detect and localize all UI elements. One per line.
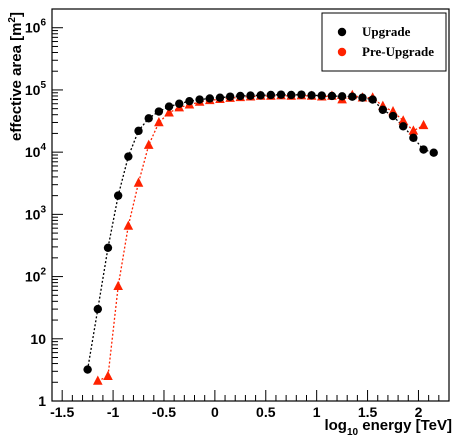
data-point-pre-upgrade (113, 280, 123, 291)
data-point-upgrade (327, 91, 337, 101)
y-axis-title-superscript: 2 (7, 17, 18, 23)
data-point-upgrade (93, 304, 103, 314)
x-tick-label: -1.5 (50, 404, 74, 420)
y-axis-title-rest: ] (8, 12, 25, 17)
data-point-upgrade (358, 93, 367, 102)
series-line-pre-upgrade (97, 94, 424, 382)
y-tick-label-exponent: 4 (40, 142, 46, 153)
data-point-pre-upgrade (123, 220, 134, 230)
x-tick-label: 1.5 (358, 404, 378, 420)
data-point-pre-upgrade (143, 139, 154, 149)
y-tick-label-base: 10 (25, 20, 41, 36)
data-point-pre-upgrade (103, 370, 113, 381)
data-point-upgrade (205, 94, 214, 103)
data-point-upgrade (378, 105, 388, 114)
data-point-upgrade (266, 90, 276, 100)
y-tick-label-exponent: 6 (40, 18, 46, 29)
x-axis-title-subscript: 10 (347, 427, 359, 438)
data-point-pre-upgrade (398, 115, 408, 125)
legend-upgrade-marker (337, 27, 347, 37)
data-point-pre-upgrade (154, 116, 164, 127)
data-point-upgrade (103, 243, 113, 253)
data-point-pre-upgrade (408, 125, 419, 135)
data-point-upgrade (256, 91, 265, 100)
y-tick-label-base: 10 (25, 206, 41, 222)
y-tick-label: 103 (25, 204, 47, 222)
data-point-upgrade (236, 91, 245, 101)
legend-box (321, 12, 447, 72)
series-line-upgrade (86, 94, 434, 370)
data-point-upgrade (429, 148, 438, 157)
data-point-upgrade (144, 114, 153, 123)
data-point-pre-upgrade (93, 375, 103, 385)
x-tick-label: 1 (313, 404, 321, 420)
data-point-upgrade (307, 91, 316, 100)
data-point-upgrade (368, 95, 377, 104)
data-point-upgrade (409, 133, 418, 143)
y-tick-label-base: 10 (25, 144, 41, 160)
data-point-upgrade (195, 95, 204, 104)
y-tick-label: 102 (25, 267, 47, 285)
data-point-upgrade (419, 145, 428, 154)
legend-upgrade-label: Upgrade (362, 24, 411, 39)
data-point-upgrade (337, 92, 347, 101)
data-point-upgrade (297, 90, 306, 99)
x-axis-title-rest: energy [TeV] (358, 417, 452, 434)
data-point-upgrade (246, 91, 255, 100)
data-point-upgrade (154, 107, 164, 116)
y-tick-label-exponent: 2 (40, 267, 46, 278)
data-point-upgrade (276, 90, 286, 99)
y-tick-label: 106 (25, 18, 47, 36)
x-tick-label: 0.5 (256, 404, 276, 420)
y-tick-label: 105 (25, 80, 47, 98)
data-point-pre-upgrade (418, 119, 429, 130)
legend-pre-upgrade-label: Pre-Upgrade (362, 44, 434, 59)
y-tick-label-base: 10 (25, 269, 41, 285)
data-point-upgrade (287, 90, 296, 100)
y-tick-label-exponent: 3 (40, 204, 46, 215)
data-point-upgrade (348, 92, 357, 101)
data-point-pre-upgrade (164, 107, 174, 117)
data-point-upgrade (164, 102, 174, 111)
x-tick-label: 0 (211, 404, 219, 420)
x-axis-title: log10 energy [TeV] (324, 417, 452, 438)
data-point-upgrade (83, 365, 92, 374)
data-point-pre-upgrade (133, 177, 144, 187)
data-point-upgrade (225, 92, 235, 101)
x-axis-title-main: log (324, 417, 347, 434)
y-axis-title-main: effective area [m (8, 23, 25, 141)
data-point-upgrade (113, 191, 123, 200)
y-axis-title: effective area [m2] (7, 12, 25, 141)
legend-pre-upgrade-marker (337, 47, 347, 57)
data-point-upgrade (398, 122, 408, 131)
data-point-upgrade (124, 152, 133, 161)
data-point-upgrade (388, 111, 398, 121)
data-point-upgrade (134, 126, 143, 136)
y-tick-label: 10 (30, 331, 46, 347)
plot-frame (51, 8, 450, 402)
x-tick-label: 2 (415, 404, 423, 420)
x-tick-label: -0.5 (152, 404, 176, 420)
y-tick-label: 104 (25, 142, 47, 160)
y-tick-label-base: 10 (25, 82, 41, 98)
data-point-upgrade (175, 99, 184, 108)
data-point-upgrade (317, 91, 326, 100)
data-point-upgrade (215, 93, 225, 102)
data-point-upgrade (185, 96, 194, 106)
legend: Upgrade Pre-Upgrade (321, 12, 447, 72)
y-tick-label-exponent: 5 (40, 80, 46, 91)
y-tick-label: 1 (38, 393, 46, 409)
x-tick-label: -1 (107, 404, 120, 420)
